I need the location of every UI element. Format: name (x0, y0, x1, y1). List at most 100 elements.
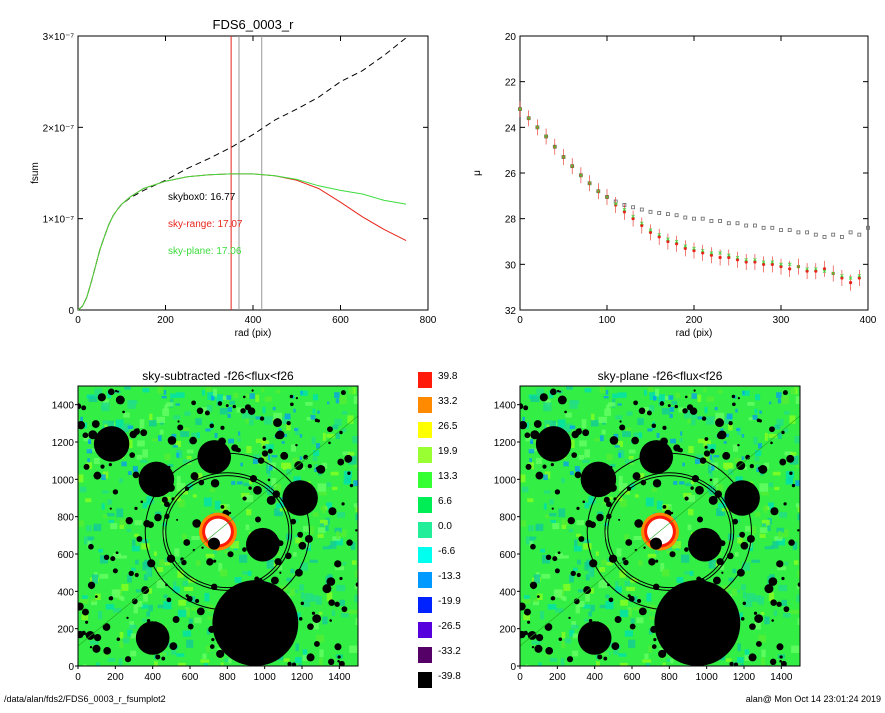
source-mask (307, 623, 314, 630)
noise-pixel (594, 438, 601, 442)
data-point-x (526, 116, 531, 120)
noise-pixel (764, 432, 768, 441)
noise-pixel (624, 534, 629, 541)
noise-pixel-blue (599, 435, 604, 442)
noise-pixel (595, 551, 599, 556)
source-mask (662, 425, 667, 430)
noise-pixel (658, 394, 665, 402)
source-mask (634, 548, 638, 552)
source-mask (133, 428, 140, 435)
source-mask (545, 554, 552, 561)
source-mask (270, 576, 279, 585)
noise-pixel (230, 540, 239, 549)
noise-pixel (708, 559, 716, 569)
noise-pixel-blue (574, 466, 580, 471)
source-mask (608, 597, 614, 603)
noise-pixel (342, 562, 346, 566)
noise-pixel-blue (240, 462, 243, 467)
source-mask (545, 647, 553, 655)
source-mask (575, 428, 582, 435)
source-mask (279, 571, 282, 574)
source-mask (551, 507, 554, 510)
noise-pixel (638, 560, 643, 566)
noise-pixel (142, 618, 147, 622)
data-point-dot (805, 269, 809, 273)
noise-pixel (748, 417, 754, 421)
source-mask (742, 601, 747, 606)
data-point-x (692, 246, 696, 251)
noise-pixel (543, 402, 552, 412)
noise-pixel-blue (656, 432, 660, 438)
noise-pixel (244, 494, 254, 503)
data-point-x (761, 260, 766, 264)
noise-pixel (595, 661, 600, 666)
source-mask (87, 581, 96, 589)
noise-pixel (149, 413, 153, 422)
noise-pixel-blue (284, 413, 291, 420)
source-mask (606, 501, 612, 508)
noise-pixel-blue (679, 481, 685, 485)
noise-pixel (253, 454, 262, 459)
colorbar-label: 19.9 (438, 446, 458, 457)
noise-pixel (324, 506, 328, 510)
y-tick-label: 1200 (52, 438, 75, 449)
noise-pixel (146, 496, 152, 505)
source-mask (136, 536, 143, 542)
source-mask (646, 410, 652, 416)
sky-subtracted-map: sky-subtracted -f26<flux<f26 0 200 400 600 80… (52, 369, 359, 683)
noise-pixel (219, 407, 229, 415)
colorbar-label: -6.6 (438, 546, 456, 557)
source-mask (240, 408, 246, 414)
noise-pixel (561, 641, 566, 649)
x-tick-label: 100 (599, 315, 616, 326)
noise-pixel (194, 617, 202, 624)
noise-pixel (783, 428, 789, 433)
noise-pixel (536, 593, 543, 600)
noise-pixel (163, 600, 172, 610)
noise-pixel (176, 483, 186, 491)
noise-pixel (203, 663, 208, 666)
noise-pixel (303, 525, 310, 532)
source-mask (122, 410, 125, 414)
data-point-x (787, 262, 792, 267)
noise-pixel (336, 531, 340, 539)
noise-pixel (626, 411, 633, 416)
source-mask (701, 416, 707, 421)
source-mask (764, 584, 774, 594)
noise-pixel (191, 432, 197, 437)
source-mask (529, 581, 538, 589)
noise-pixel (606, 404, 610, 410)
noise-pixel (107, 657, 116, 662)
profile-series-0 (77, 37, 407, 311)
noise-pixel-blue (271, 455, 278, 458)
noise-pixel (759, 533, 766, 538)
noise-pixel (276, 550, 280, 556)
noise-pixel (560, 658, 565, 666)
noise-pixel (103, 514, 108, 519)
y-tick-label: 1×10⁻⁷ (43, 215, 75, 226)
noise-pixel (340, 612, 349, 618)
data-point-x (840, 273, 844, 278)
noise-pixel (209, 488, 216, 493)
y-tick-label: 2×10⁻⁷ (43, 123, 75, 134)
noise-pixel (613, 646, 619, 655)
noise-pixel (336, 511, 346, 518)
noise-pixel (349, 645, 358, 654)
noise-pixel (79, 598, 89, 604)
source-mask (294, 568, 303, 577)
noise-pixel (766, 506, 770, 510)
noise-pixel (282, 416, 291, 425)
noise-pixel-blue (713, 455, 720, 458)
noise-pixel (124, 386, 131, 390)
source-mask (717, 430, 727, 440)
source-mask (328, 599, 335, 606)
noise-pixel (649, 391, 658, 400)
data-point-dot (770, 262, 774, 266)
noise-pixel (573, 567, 578, 572)
y-tick-label: 1400 (52, 401, 75, 412)
y-tick-label: 600 (57, 550, 74, 561)
data-point-x (727, 253, 731, 257)
noise-pixel-blue (283, 433, 287, 438)
source-mask (554, 568, 560, 574)
noise-pixel (619, 609, 629, 618)
